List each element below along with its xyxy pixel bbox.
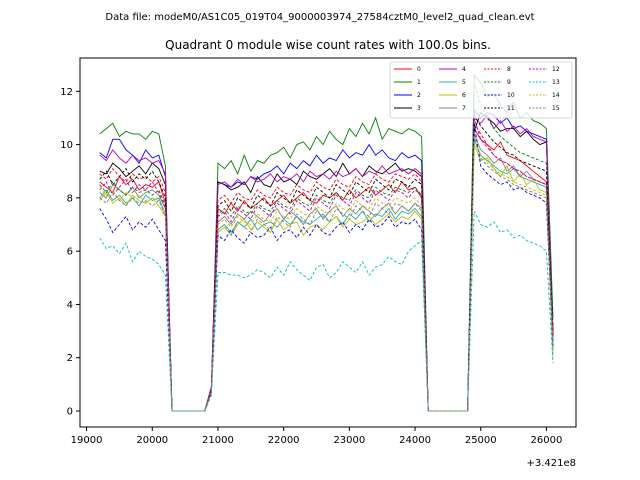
legend-label-10: 10 <box>507 92 515 99</box>
legend-box <box>389 61 573 119</box>
legend-label-13: 13 <box>552 79 560 86</box>
legend-label-1: 1 <box>417 79 421 86</box>
legend-label-4: 4 <box>462 66 466 73</box>
legend-label-11: 11 <box>507 105 515 112</box>
x-axis: 19000 20000 21000 22000 23000 24000 25000 26000 <box>71 427 563 446</box>
y-axis: 0 2 4 6 8 10 12 <box>60 87 80 418</box>
x-tick-label: 23000 <box>333 435 365 446</box>
legend-label-2: 2 <box>417 92 421 99</box>
series-layer <box>99 74 554 412</box>
legend-label-0: 0 <box>417 66 421 73</box>
y-tick-label: 4 <box>67 300 73 311</box>
series-line-14 <box>99 141 554 412</box>
x-tick-label: 19000 <box>71 435 103 446</box>
series-line-15 <box>99 136 554 412</box>
y-tick-label: 12 <box>60 87 73 98</box>
legend-label-6: 6 <box>462 92 466 99</box>
legend-label-3: 3 <box>417 105 421 112</box>
legend-label-9: 9 <box>507 79 511 86</box>
suptitle: Data file: modeM0/AS1C05_019T04_90000039… <box>105 12 534 23</box>
y-tick-label: 8 <box>67 193 73 204</box>
legend-label-15: 15 <box>552 105 560 112</box>
x-tick-label: 21000 <box>202 435 234 446</box>
y-tick-label: 6 <box>67 247 73 258</box>
legend-label-12: 12 <box>552 66 560 73</box>
y-tick-label: 0 <box>67 407 73 418</box>
y-tick-label: 2 <box>67 353 73 364</box>
legend-label-8: 8 <box>507 66 511 73</box>
x-tick-label: 26000 <box>531 435 563 446</box>
x-tick-label: 24000 <box>399 435 431 446</box>
x-tick-label: 25000 <box>465 435 497 446</box>
legend-label-5: 5 <box>462 79 466 86</box>
chart-title: Quadrant 0 module wise count rates with … <box>165 38 491 52</box>
series-line-11 <box>99 113 554 412</box>
x-tick-label: 20000 <box>136 435 168 446</box>
legend-label-14: 14 <box>552 92 560 99</box>
x-offset-label: +3.421e8 <box>526 458 576 469</box>
legend-label-7: 7 <box>462 105 466 112</box>
x-tick-label: 22000 <box>268 435 300 446</box>
plot-frame <box>79 57 577 428</box>
y-tick-label: 10 <box>60 140 73 151</box>
